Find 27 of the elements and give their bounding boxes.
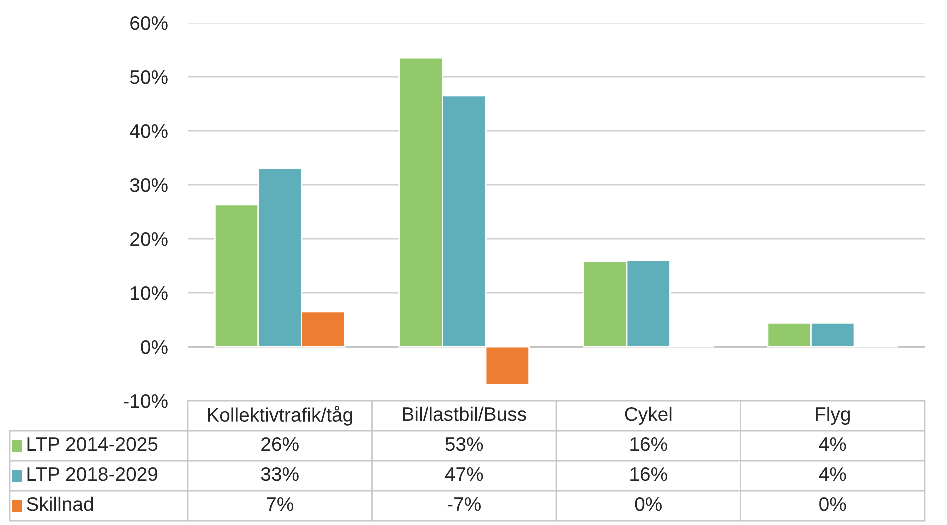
- data-label: 16%: [630, 437, 668, 452]
- y-tick-label: -10%: [124, 394, 168, 408]
- data-label: 26%: [262, 437, 299, 452]
- y-tick-label: 50%: [130, 70, 168, 84]
- data-label: 0%: [820, 497, 846, 512]
- y-tick-label: 40%: [130, 124, 168, 138]
- data-label: 4%: [819, 468, 846, 482]
- data-label: -7%: [448, 498, 481, 512]
- data-label: 16%: [630, 467, 668, 482]
- legend-label: LTP 2018-2029: [28, 467, 158, 482]
- y-tick-label: 0%: [141, 340, 168, 354]
- x-tick-label: Cykel: [625, 406, 672, 426]
- y-tick-label: 20%: [130, 232, 168, 246]
- data-label: 33%: [261, 467, 299, 482]
- x-tick-label: Bil/lastbil/Buss: [403, 406, 526, 422]
- x-tick-label: Kollektivtrafik/tåg: [208, 406, 352, 426]
- y-tick-label: 60%: [130, 16, 168, 30]
- data-label: 4%: [819, 438, 846, 452]
- data-label: 53%: [446, 437, 484, 452]
- data-label: 7%: [267, 498, 294, 512]
- data-label: 0%: [635, 497, 662, 512]
- x-tick-label: Flyg: [816, 406, 850, 426]
- y-tick-label: 30%: [130, 178, 168, 192]
- y-tick-label: 10%: [131, 286, 168, 300]
- data-label: 47%: [445, 468, 484, 482]
- legend-label: LTP 2014-2025: [28, 437, 158, 452]
- legend-label: Skillnad: [27, 496, 94, 512]
